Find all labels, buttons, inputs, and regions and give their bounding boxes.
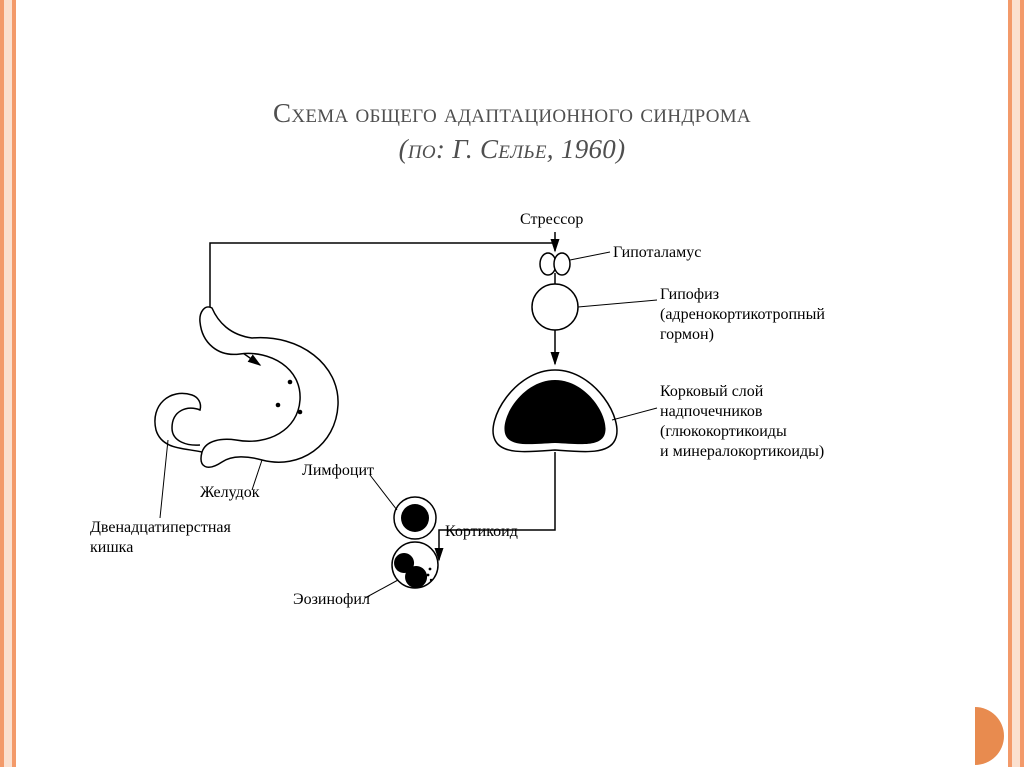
adrenal-shape (493, 370, 617, 452)
label-stomach: Желудок (200, 483, 260, 503)
label-hypothalamus: Гипоталамус (613, 243, 701, 263)
corner-accent-icon (946, 707, 1004, 765)
label-adrenal-name: Корковый слой надпочечников (660, 383, 763, 420)
label-pituitary-name: Гипофиз (660, 286, 719, 303)
label-adrenal-sub: (глюкокортикоиды и минералокортикоиды) (660, 423, 824, 460)
label-pituitary-sub: (адренокортикотропный гормон) (660, 306, 825, 343)
label-lymphocyte: Лимфоцит (302, 461, 374, 481)
gas-diagram (0, 0, 1024, 767)
leader-hypothalamus (570, 252, 610, 260)
lymphocyte-shape (394, 497, 436, 539)
label-stressor: Стрессор (520, 210, 583, 230)
stomach-shape (200, 307, 338, 467)
label-eosinophil: Эозинофил (293, 590, 370, 610)
leader-lymphocyte (370, 475, 397, 510)
duodenum-shape (155, 393, 202, 452)
eosinophil-shape (392, 542, 438, 588)
label-adrenal: Корковый слой надпочечников (глюкокортик… (660, 382, 824, 462)
leader-duodenum (160, 440, 168, 518)
leader-pituitary (578, 300, 657, 307)
leader-adrenal (612, 408, 657, 420)
hypothalamus-shape (540, 253, 570, 285)
pituitary-shape (532, 284, 578, 330)
label-duodenum: Двенадцатиперстная кишка (90, 518, 231, 558)
arrow-adrenal-corticoid (439, 452, 555, 560)
label-corticoid: Кортикоид (445, 522, 518, 542)
label-pituitary: Гипофиз (адренокортикотропный гормон) (660, 285, 825, 345)
